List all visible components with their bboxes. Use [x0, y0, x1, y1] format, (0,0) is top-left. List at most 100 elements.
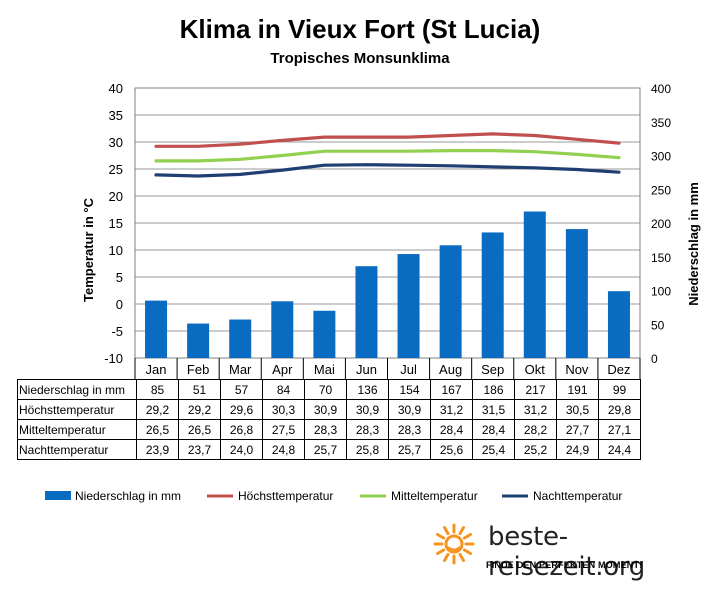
table-cell: 217 — [514, 379, 557, 400]
table-row: Nachttemperatur 23,9 23,7 24,0 24,8 25,7 25,8 2… — [17, 439, 641, 460]
table-cell: 51 — [178, 379, 221, 400]
table-row: Niederschlag in mm 85 51 57 84 70 136 154 167 186… — [17, 379, 641, 400]
bar-nov — [565, 229, 588, 358]
x-tick-label: Apr — [272, 362, 293, 377]
line-höchsttemperatur — [154, 132, 621, 148]
table-cell: 24,8 — [262, 439, 305, 460]
table-cell: 154 — [388, 379, 431, 400]
bar-mar — [229, 319, 252, 358]
y-left-tick-label: -10 — [104, 351, 123, 366]
table-cell: 30,9 — [388, 399, 431, 420]
table-cell: 29,6 — [220, 399, 263, 420]
sun-icon — [433, 523, 475, 565]
table-cell: 28,2 — [514, 419, 557, 440]
site-logo[interactable]: beste-reisezeit.org FINDE DEN PERFEKTEN … — [428, 520, 718, 590]
table-cell: 27,7 — [556, 419, 599, 440]
table-cell: 136 — [346, 379, 389, 400]
line-mitteltemperatur — [154, 149, 621, 163]
bar-aug — [439, 245, 462, 358]
table-cell: 84 — [262, 379, 305, 400]
y-right-tick-label: 250 — [651, 183, 671, 197]
table-cell: 27,5 — [262, 419, 305, 440]
logo-name: beste-reisezeit.org — [488, 522, 645, 582]
bar-mai — [313, 310, 336, 358]
table-cell: 29,2 — [178, 399, 221, 420]
climate-chart: -10-505101520253035400501001502002503003… — [45, 81, 701, 503]
table-cell: 99 — [598, 379, 641, 400]
y-left-tick-label: 40 — [109, 81, 123, 96]
table-cell: 25,7 — [388, 439, 431, 460]
bar-dez — [607, 291, 630, 358]
title-block: Klima in Vieux Fort (St Lucia) Tropische… — [0, 0, 720, 80]
table-cell: 29,2 — [136, 399, 179, 420]
table-cell: 24,9 — [556, 439, 599, 460]
table-cell: 31,2 — [430, 399, 473, 420]
x-tick-label: Mar — [229, 362, 252, 377]
y-right-axis-title: Niederschlag in mm — [686, 182, 701, 306]
table-cell: 23,7 — [178, 439, 221, 460]
x-tick-label: Aug — [439, 362, 462, 377]
y-right-tick-label: 200 — [651, 217, 671, 231]
y-right-tick-label: 400 — [651, 82, 671, 96]
bar-okt — [523, 211, 546, 358]
table-cell: 191 — [556, 379, 599, 400]
table-cell: 70 — [304, 379, 347, 400]
table-cell: 29,8 — [598, 399, 641, 420]
table-cell: 25,7 — [304, 439, 347, 460]
x-tick-label: Feb — [187, 362, 209, 377]
row-label: Mitteltemperatur — [17, 419, 137, 440]
x-tick-label: Sep — [481, 362, 504, 377]
x-tick-label: Jun — [356, 362, 377, 377]
table-row: Mitteltemperatur 26,5 26,5 26,8 27,5 28,3 28,3… — [17, 419, 641, 440]
y-left-tick-label: 10 — [109, 243, 123, 258]
y-left-axis-title: Temperatur in °C — [81, 197, 96, 302]
table-cell: 25,8 — [346, 439, 389, 460]
table-cell: 28,3 — [304, 419, 347, 440]
table-cell: 26,5 — [136, 419, 179, 440]
table-cell: 26,8 — [220, 419, 263, 440]
y-right-tick-label: 300 — [651, 150, 671, 164]
table-cell: 28,3 — [388, 419, 431, 440]
legend-label: Höchsttemperatur — [238, 489, 333, 503]
y-left-tick-label: 5 — [116, 270, 123, 285]
line-nachttemperatur — [154, 163, 621, 178]
table-cell: 30,5 — [556, 399, 599, 420]
row-label: Höchsttemperatur — [17, 399, 137, 420]
y-right-tick-label: 100 — [651, 285, 671, 299]
x-tick-label: Jul — [400, 362, 417, 377]
x-tick-label: Jan — [146, 362, 167, 377]
y-left-tick-label: 15 — [109, 216, 123, 231]
y-right-tick-label: 150 — [651, 251, 671, 265]
y-right-tick-label: 350 — [651, 116, 671, 130]
table-cell: 186 — [472, 379, 515, 400]
table-cell: 25,2 — [514, 439, 557, 460]
table-cell: 167 — [430, 379, 473, 400]
bar-sep — [481, 232, 504, 358]
x-tick-label: Nov — [565, 362, 589, 377]
table-cell: 25,6 — [430, 439, 473, 460]
chart-title: Klima in Vieux Fort (St Lucia) — [179, 14, 541, 44]
table-cell: 28,3 — [346, 419, 389, 440]
legend-label: Nachttemperatur — [533, 489, 622, 503]
legend-swatch — [45, 491, 71, 500]
table-cell: 30,9 — [304, 399, 347, 420]
logo-tagline: FINDE DEN PERFEKTEN MOMENT! — [486, 560, 643, 570]
table-cell: 26,5 — [178, 419, 221, 440]
bar-jul — [397, 254, 420, 358]
table-cell: 25,4 — [472, 439, 515, 460]
y-left-tick-label: -5 — [111, 324, 123, 339]
row-label: Niederschlag in mm — [17, 379, 137, 400]
x-tick-label: Okt — [525, 362, 546, 377]
bar-apr — [271, 301, 294, 358]
table-row: Höchsttemperatur 29,2 29,2 29,6 30,3 30,9 30,9… — [17, 399, 641, 420]
chart-subtitle: Tropisches Monsunklima — [270, 50, 450, 67]
x-tick-label: Dez — [607, 362, 630, 377]
table-cell: 24,0 — [220, 439, 263, 460]
y-right-tick-label: 0 — [651, 352, 658, 366]
table-cell: 85 — [136, 379, 179, 400]
y-left-tick-label: 20 — [109, 189, 123, 204]
table-cell: 28,4 — [430, 419, 473, 440]
y-left-tick-label: 35 — [109, 108, 123, 123]
table-cell: 30,9 — [346, 399, 389, 420]
table-cell: 31,2 — [514, 399, 557, 420]
